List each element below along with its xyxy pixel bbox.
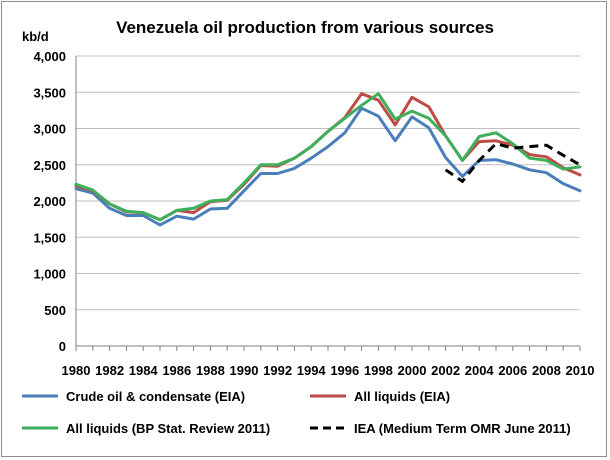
x-tick-label: 2008 — [532, 363, 561, 378]
legend-item: All liquids (EIA) — [310, 389, 450, 404]
x-tick-labels: 1980 1982 1984 1986 1988 1990 1992 1994 1996 1998… — [62, 363, 595, 378]
series-line-crude-oil-condensate-eia — [74, 106, 582, 227]
y-tick-label: 500 — [44, 303, 66, 318]
legend-label: All liquids (BP Stat. Review 2011) — [66, 421, 270, 436]
series-line-iea-medium-term-omr-june-2011 — [444, 142, 581, 183]
x-tick-label: 1988 — [196, 363, 225, 378]
gridlines — [76, 55, 580, 347]
x-tick-label: 1990 — [230, 363, 259, 378]
y-tick-label: 4,000 — [33, 49, 66, 64]
x-tick-label: 2000 — [398, 363, 427, 378]
x-tick-label: 1996 — [330, 363, 359, 378]
series-line-all-liquids-bp-stat-review-2011 — [74, 92, 582, 222]
y-tick-label: 1,000 — [33, 267, 66, 282]
series-lines — [74, 92, 582, 227]
legend-label: All liquids (EIA) — [354, 389, 450, 404]
x-tick-label: 2010 — [566, 363, 595, 378]
legend-item: IEA (Medium Term OMR June 2011) — [310, 421, 571, 436]
y-tick-label: 3,500 — [33, 85, 66, 100]
x-tick-label: 1980 — [62, 363, 91, 378]
x-tick-label: 2004 — [465, 363, 495, 378]
y-axis-label: kb/d — [22, 29, 49, 44]
x-tick-label: 1982 — [95, 363, 124, 378]
x-tick-label: 2006 — [498, 363, 527, 378]
legend-label: IEA (Medium Term OMR June 2011) — [354, 421, 571, 436]
legend-item: Crude oil & condensate (EIA) — [22, 389, 245, 404]
y-tick-label: 3,000 — [33, 122, 66, 137]
y-tick-label: 0 — [59, 339, 66, 354]
x-tick-label: 1994 — [297, 363, 327, 378]
axes — [75, 56, 581, 351]
y-tick-label: 2,500 — [33, 158, 66, 173]
x-tick-label: 1984 — [129, 363, 159, 378]
legend-label: Crude oil & condensate (EIA) — [66, 389, 245, 404]
y-tick-label: 2,000 — [33, 194, 66, 209]
x-tick-label: 1986 — [162, 363, 191, 378]
legend-item: All liquids (BP Stat. Review 2011) — [22, 421, 270, 436]
x-tick-label: 1992 — [263, 363, 292, 378]
legend: Crude oil & condensate (EIA) All liquids … — [22, 389, 571, 436]
x-tick-label: 2002 — [431, 363, 460, 378]
y-tick-labels: 0 500 1,000 1,500 2,000 2,500 3,000 3,500 4,000 — [33, 49, 66, 354]
y-tick-label: 1,500 — [33, 230, 66, 245]
chart-title: Venezuela oil production from various so… — [116, 18, 494, 37]
x-tick-label: 1998 — [364, 363, 393, 378]
